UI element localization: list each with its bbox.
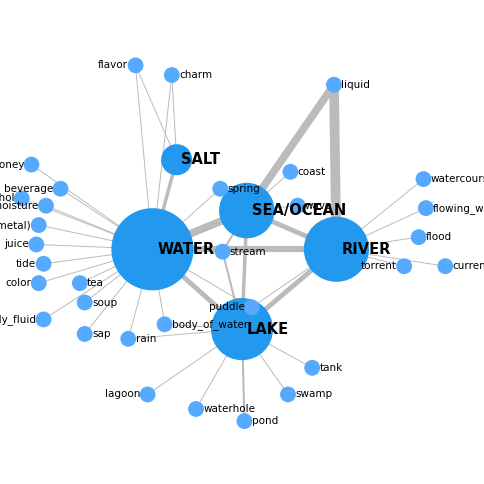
Text: bodily_fluid: bodily_fluid <box>0 314 36 325</box>
Text: soup: soup <box>92 298 117 307</box>
Point <box>149 245 156 253</box>
Text: SEA/OCEAN: SEA/OCEAN <box>252 203 346 218</box>
Text: charm: charm <box>179 70 212 80</box>
Text: stream: stream <box>230 247 267 257</box>
Point <box>35 279 43 287</box>
Text: beverage: beverage <box>4 184 53 194</box>
Text: tide: tide <box>16 259 36 269</box>
Text: rain: rain <box>136 334 156 344</box>
Text: tank: tank <box>319 363 343 373</box>
Point <box>81 299 89 306</box>
Point <box>241 417 248 425</box>
Text: torrent: torrent <box>361 261 397 271</box>
Text: waterhole: waterhole <box>203 404 255 414</box>
Text: flowing_water: flowing_water <box>433 203 484 213</box>
Point <box>294 202 302 210</box>
Text: alcohol: alcohol <box>0 194 15 203</box>
Point <box>400 262 408 270</box>
Point <box>173 156 181 164</box>
Point <box>57 185 64 193</box>
Point <box>42 202 50 210</box>
Text: sap: sap <box>92 329 110 339</box>
Point <box>161 320 168 328</box>
Point <box>415 233 423 241</box>
Text: coast: coast <box>298 167 326 177</box>
Point <box>284 391 292 398</box>
Point <box>219 248 227 256</box>
Text: tea: tea <box>87 278 104 288</box>
Point <box>132 61 139 69</box>
Text: flavor: flavor <box>98 60 128 70</box>
Point <box>333 245 340 253</box>
Text: body_of_water: body_of_water <box>172 319 248 330</box>
Point <box>168 71 176 79</box>
Text: wave: wave <box>305 201 333 211</box>
Text: interest_on_money: interest_on_money <box>0 159 24 170</box>
Text: SALT: SALT <box>182 152 221 167</box>
Point <box>81 330 89 338</box>
Point <box>243 207 251 214</box>
Point <box>144 391 151 398</box>
Point <box>308 364 316 372</box>
Text: LAKE: LAKE <box>247 322 289 336</box>
Text: swamp: swamp <box>295 390 333 399</box>
Text: puddle: puddle <box>209 302 244 312</box>
Text: WATER: WATER <box>157 242 214 257</box>
Text: color: color <box>6 278 31 288</box>
Text: juice: juice <box>4 240 29 249</box>
Text: pond: pond <box>252 416 278 426</box>
Text: current: current <box>453 261 484 271</box>
Point <box>287 168 294 176</box>
Text: temper_(of_metal): temper_(of_metal) <box>0 220 31 230</box>
Text: liquid: liquid <box>341 80 370 90</box>
Point <box>248 303 256 311</box>
Text: flood: flood <box>426 232 452 242</box>
Text: moisture: moisture <box>0 201 39 211</box>
Point <box>192 405 200 413</box>
Point <box>216 185 224 193</box>
Point <box>32 241 40 248</box>
Text: lagoon: lagoon <box>105 390 140 399</box>
Point <box>18 195 26 202</box>
Point <box>420 175 427 183</box>
Point <box>238 325 246 333</box>
Point <box>422 204 430 212</box>
Text: spring: spring <box>227 184 260 194</box>
Point <box>35 221 43 229</box>
Point <box>40 260 47 268</box>
Point <box>330 81 338 89</box>
Point <box>40 316 47 323</box>
Text: RIVER: RIVER <box>341 242 391 257</box>
Text: watercourse: watercourse <box>431 174 484 184</box>
Point <box>441 262 449 270</box>
Point <box>28 161 35 168</box>
Point <box>124 335 132 343</box>
Point <box>76 279 84 287</box>
